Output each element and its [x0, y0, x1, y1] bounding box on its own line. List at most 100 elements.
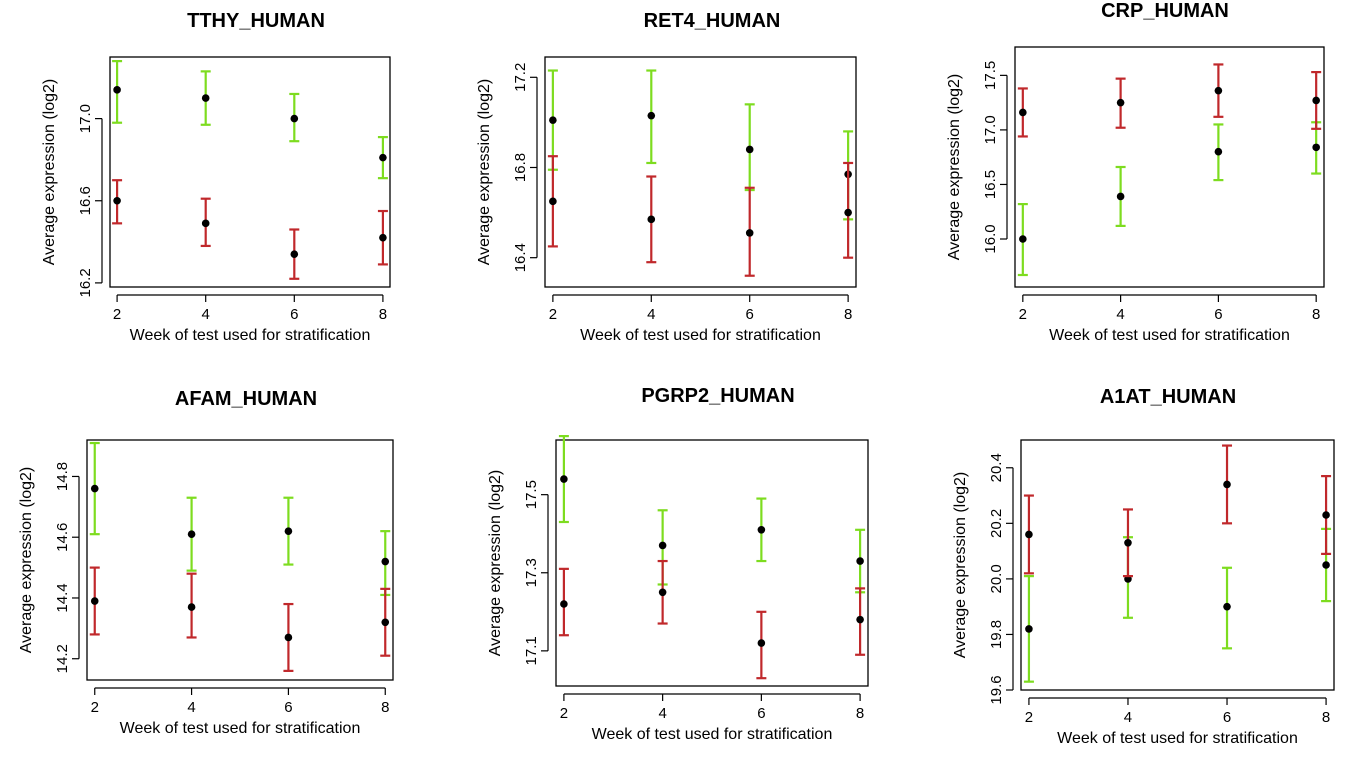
x-tick-label: 4 — [1124, 709, 1132, 726]
series-1 — [89, 441, 391, 597]
data-point — [90, 484, 99, 493]
data-point — [1025, 530, 1033, 539]
x-tick-label: 6 — [1223, 709, 1231, 726]
panel-title: AFAM_HUMAN — [175, 388, 317, 410]
plot-frame — [1014, 46, 1325, 288]
data-point — [844, 208, 852, 217]
data-point — [1019, 108, 1027, 117]
y-axis-label: Average expression (log2) — [946, 74, 963, 260]
y-tick-label: 20.4 — [988, 453, 1005, 482]
plot-frame — [555, 439, 869, 687]
y-axis-label: Average expression (log2) — [41, 79, 58, 265]
x-tick-label: 4 — [658, 705, 666, 722]
x-tick-label: 8 — [379, 306, 387, 323]
y-tick-label: 16.0 — [982, 224, 999, 253]
series-2 — [112, 179, 388, 280]
panel-tthy_human: TTHY_HUMAN 2 4 6 8 Week of test used for stra… — [41, 10, 391, 344]
y-tick-label: 17.5 — [523, 480, 540, 509]
data-point — [745, 229, 754, 237]
x-tick-label: 8 — [381, 699, 389, 716]
data-point — [1019, 235, 1027, 243]
y-tick-label: 14.4 — [54, 583, 71, 612]
data-point — [201, 94, 210, 102]
x-tick-label: 6 — [757, 705, 765, 722]
x-tick-label: 6 — [290, 306, 298, 323]
x-tick-label: 2 — [113, 306, 121, 323]
x-tick-label: 2 — [560, 705, 568, 722]
data-point — [647, 111, 656, 120]
x-tick-label: 4 — [187, 699, 195, 716]
series-1 — [112, 60, 388, 180]
panel-title: CRP_HUMAN — [1101, 0, 1229, 22]
x-axis-label: Week of test used for stratification — [130, 327, 371, 344]
panel-a1at_human: A1AT_HUMAN 2 4 6 8 Week of test used for stra… — [952, 386, 1335, 747]
y-tick-label: 17.5 — [982, 61, 999, 90]
y-tick-label: 14.8 — [54, 462, 71, 491]
data-point — [658, 588, 667, 597]
data-point — [549, 116, 557, 124]
panel-title: TTHY_HUMAN — [187, 10, 325, 32]
y-tick-label: 17.1 — [523, 636, 540, 665]
x-tick-label: 2 — [1019, 306, 1027, 323]
data-point — [560, 475, 568, 483]
data-point — [658, 541, 667, 550]
y-tick-label: 14.2 — [54, 644, 71, 673]
data-point — [290, 114, 299, 123]
series-2 — [89, 566, 391, 672]
data-point — [284, 633, 293, 642]
data-point — [187, 530, 196, 538]
x-axis-label: Week of test used for stratification — [592, 726, 833, 743]
data-point — [549, 197, 557, 206]
x-tick-label: 6 — [1214, 306, 1222, 323]
y-axis-label: Average expression (log2) — [952, 472, 969, 658]
y-tick-label: 17.0 — [77, 104, 94, 133]
data-point — [560, 600, 568, 608]
data-point — [379, 233, 387, 242]
series-1 — [558, 434, 866, 594]
x-tick-label: 6 — [284, 699, 292, 716]
data-point — [290, 250, 299, 258]
data-point — [757, 526, 766, 534]
x-tick-label: 4 — [1116, 306, 1124, 323]
x-tick-label: 2 — [91, 699, 99, 716]
data-point — [745, 145, 754, 154]
y-tick-label: 19.6 — [988, 675, 1005, 704]
x-tick-label: 8 — [1322, 709, 1330, 726]
y-tick-label: 20.2 — [988, 509, 1005, 538]
data-point — [1312, 96, 1320, 105]
series-2 — [558, 559, 866, 680]
x-axis-label: Week of test used for stratification — [1057, 730, 1298, 747]
data-point — [187, 603, 196, 611]
series-1 — [547, 69, 854, 221]
x-tick-label: 2 — [1025, 709, 1033, 726]
y-tick-label: 16.4 — [512, 243, 529, 272]
y-tick-label: 16.2 — [77, 268, 94, 297]
data-point — [1223, 602, 1231, 611]
y-tick-label: 16.6 — [77, 186, 94, 215]
y-tick-label: 19.8 — [988, 620, 1005, 649]
series-2 — [547, 155, 854, 277]
x-tick-label: 8 — [856, 705, 864, 722]
y-tick-label: 16.8 — [512, 153, 529, 182]
x-axis-label: Week of test used for stratification — [120, 720, 361, 737]
data-point — [379, 153, 387, 162]
y-axis-label: Average expression (log2) — [476, 79, 493, 265]
x-tick-label: 8 — [1312, 306, 1320, 323]
data-point — [856, 615, 864, 624]
x-tick-label: 2 — [549, 306, 557, 323]
series-2 — [1017, 63, 1322, 138]
data-point — [113, 196, 121, 205]
y-axis-label: Average expression (log2) — [18, 467, 35, 653]
data-point — [113, 86, 121, 94]
data-point — [1322, 511, 1330, 519]
x-tick-label: 8 — [844, 306, 852, 323]
x-tick-label: 6 — [746, 306, 754, 323]
panel-title: RET4_HUMAN — [644, 10, 781, 32]
panel-ret4_human: RET4_HUMAN 2 4 6 8 Week of test used for stra… — [476, 10, 857, 344]
x-tick-label: 4 — [202, 306, 210, 323]
panel-title: PGRP2_HUMAN — [641, 385, 794, 407]
y-tick-label: 17.2 — [512, 63, 529, 92]
plot-frame — [544, 56, 857, 288]
data-point — [1116, 98, 1125, 107]
data-point — [1322, 561, 1330, 569]
